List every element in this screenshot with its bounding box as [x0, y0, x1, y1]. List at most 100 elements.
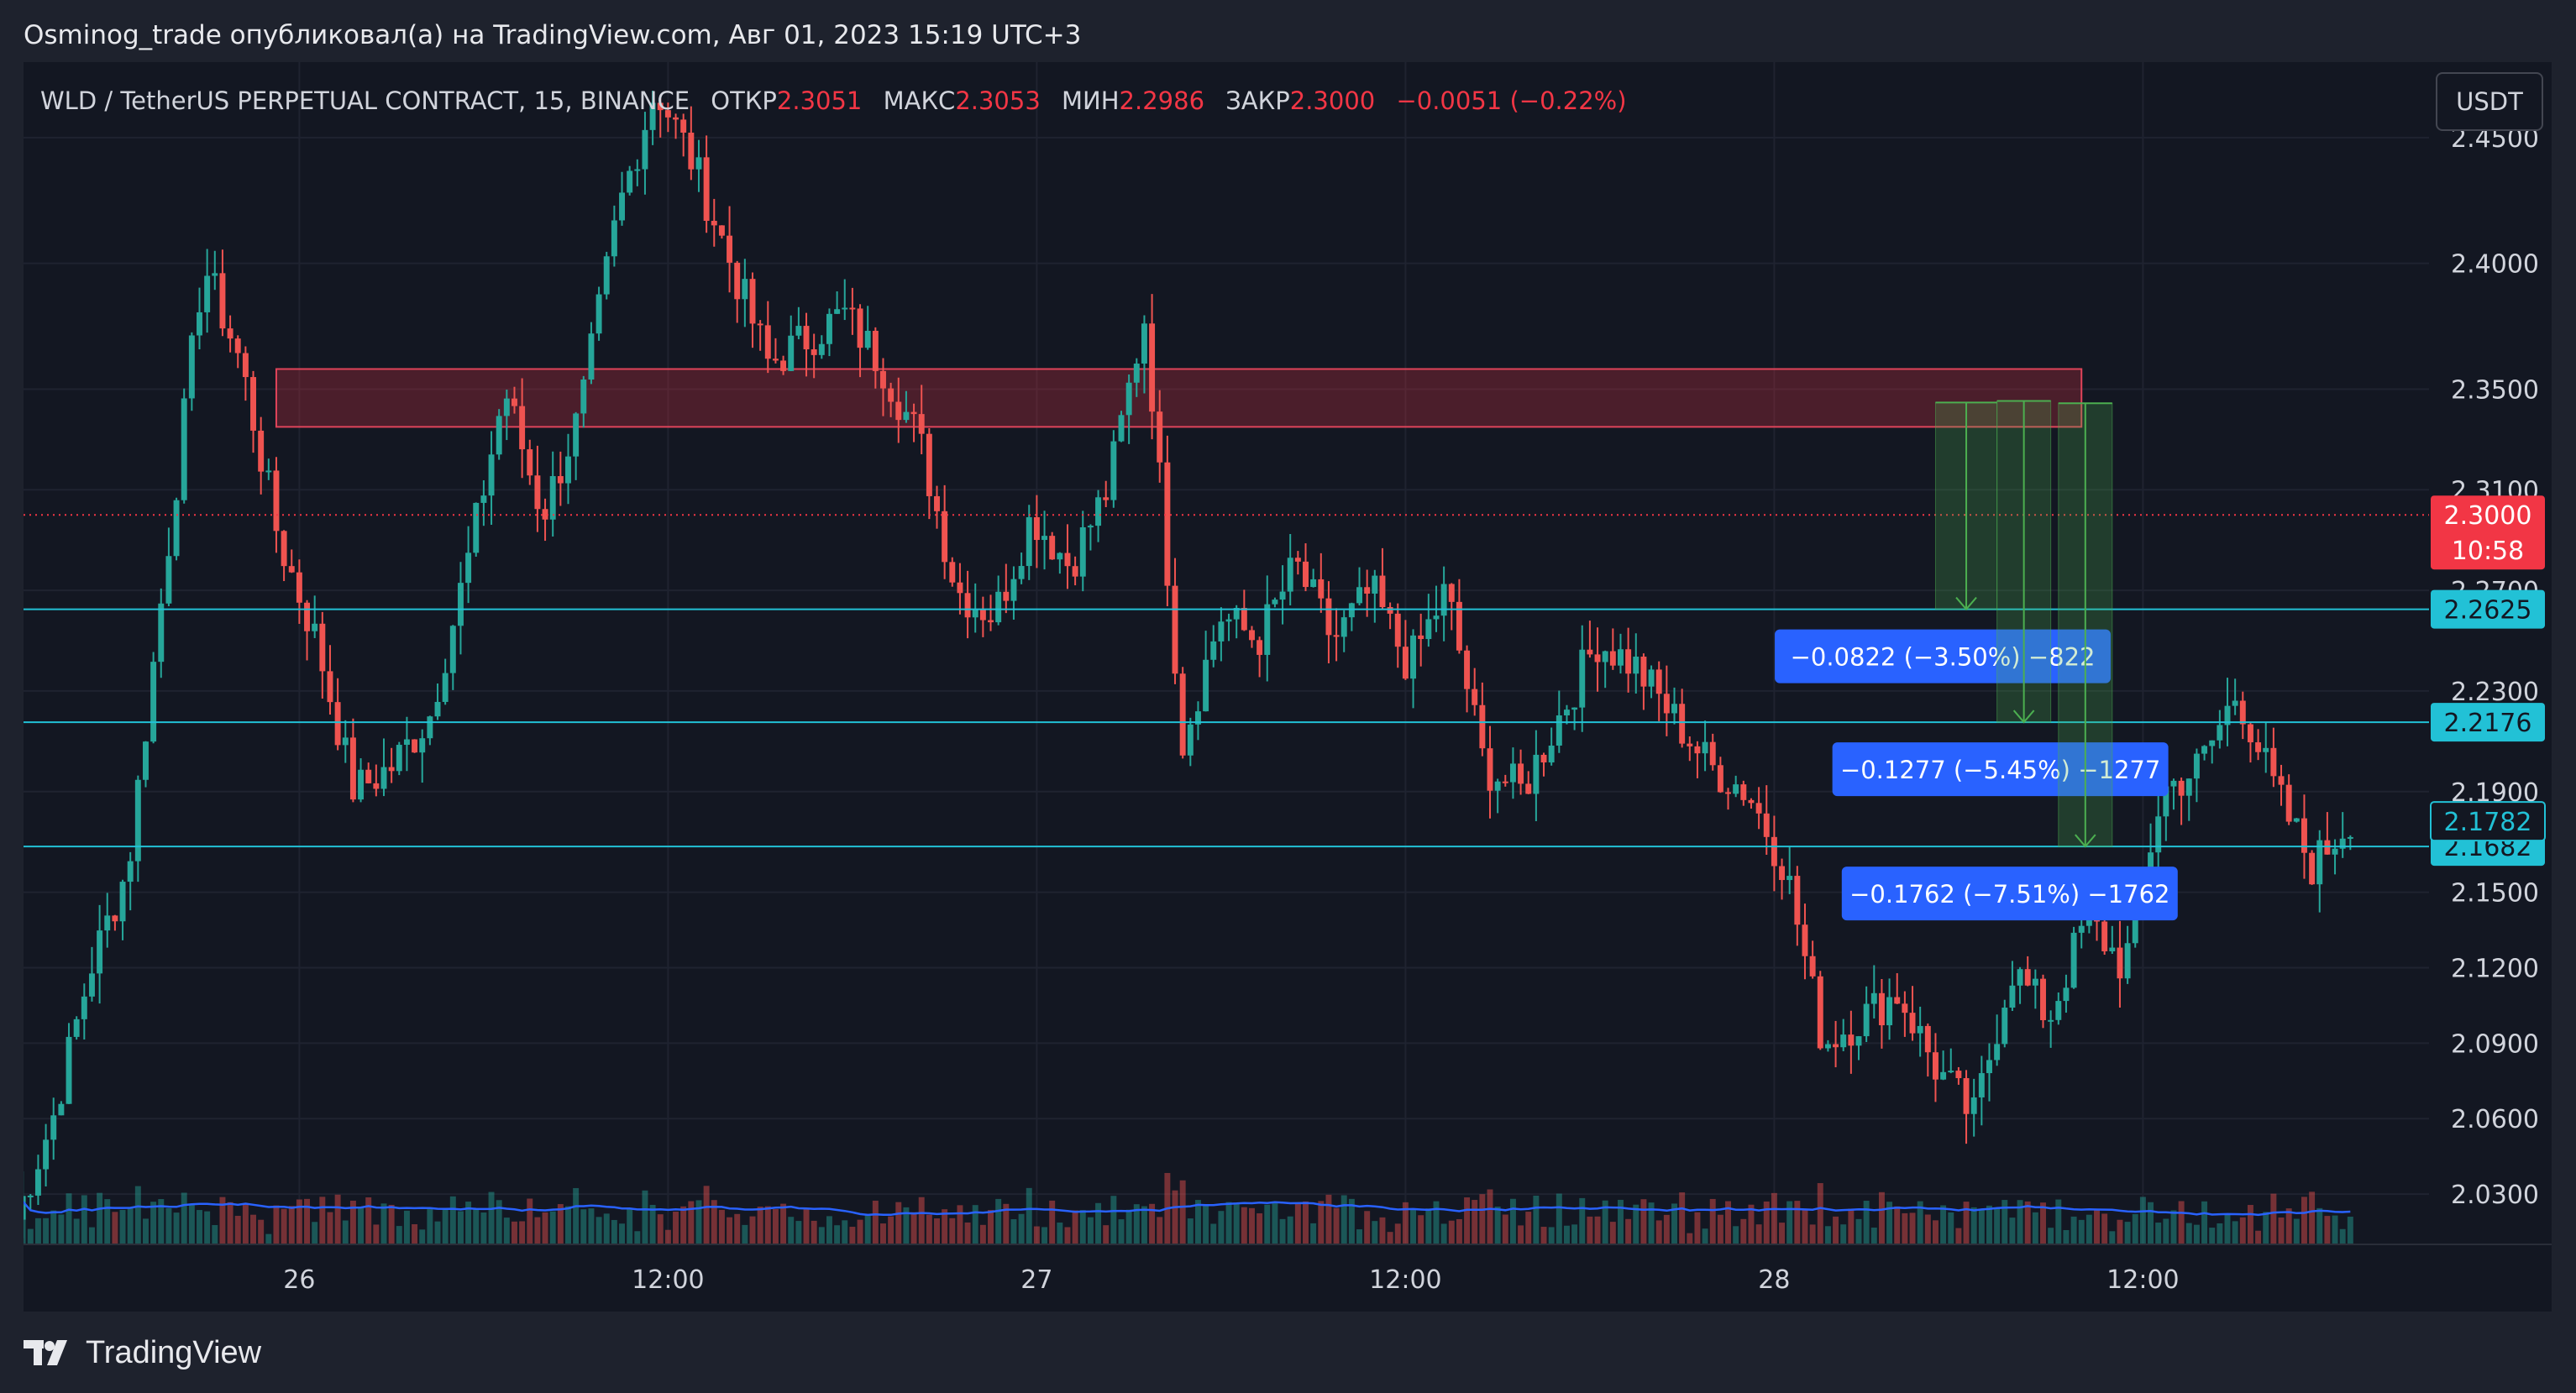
volume-bar	[1110, 1196, 1117, 1244]
volume-bar	[1340, 1195, 1347, 1244]
volume-bar	[250, 1214, 256, 1244]
measure-arrowhead	[2012, 710, 2035, 724]
candle-body	[2101, 921, 2108, 951]
volume-bar	[373, 1224, 380, 1244]
candle-body	[1955, 1071, 1962, 1079]
volume-bar	[1986, 1205, 1992, 1244]
volume-bar	[2247, 1205, 2253, 1244]
measure-label-bg	[1832, 742, 2169, 797]
high-label: МАКС	[883, 86, 956, 115]
volume-bar	[442, 1208, 449, 1244]
volume-bar	[1095, 1202, 1102, 1244]
candle-body	[281, 531, 287, 567]
volume-bar	[503, 1218, 510, 1244]
volume-bar	[219, 1197, 226, 1244]
volume-bar	[1064, 1227, 1071, 1244]
candle-body	[1279, 591, 1286, 600]
candle-body	[473, 502, 480, 553]
volume-bar	[1072, 1210, 1078, 1244]
candle-body	[1294, 558, 1301, 562]
candle-body	[1425, 619, 1432, 640]
volume-bar	[2024, 1201, 2031, 1244]
tradingview-logo[interactable]: TradingView	[24, 1331, 261, 1375]
volume-bar	[2148, 1202, 2154, 1244]
last-price-badge-countdown: 10:58	[2452, 537, 2524, 566]
symbol-label[interactable]: WLD / TetherUS PERPETUAL CONTRACT, 15, B…	[40, 86, 690, 115]
volume-bar	[1079, 1210, 1086, 1244]
volume-bar	[595, 1217, 602, 1244]
currency-button[interactable]: USDT	[2436, 72, 2543, 131]
volume-bar	[1663, 1214, 1670, 1244]
candle-body	[1440, 584, 1447, 616]
candle-body	[197, 312, 202, 336]
x-tick-label: 12:00	[1369, 1265, 1441, 1295]
candle-body	[403, 739, 410, 746]
volume-bar	[534, 1217, 541, 1244]
chart-panel[interactable]: −0.0822 (−3.50%) −822 −0.1277 (−5.45%) −1…	[24, 62, 2552, 1312]
volume-bar	[1870, 1228, 1877, 1244]
candle-body	[611, 220, 617, 257]
candle-body	[588, 333, 595, 380]
price-chart[interactable]: −0.0822 (−3.50%) −822 −0.1277 (−5.45%) −1…	[24, 62, 2552, 1312]
candle-body	[995, 591, 1002, 623]
volume-bar	[1924, 1214, 1931, 1244]
volume-bar	[673, 1212, 679, 1244]
volume-bar	[273, 1205, 280, 1244]
volume-bar	[258, 1219, 265, 1244]
volume-bar	[634, 1231, 641, 1244]
candle-body	[1033, 517, 1040, 541]
volume-bar	[27, 1228, 34, 1244]
volume-bar	[2002, 1200, 2008, 1244]
candle-body	[1824, 1044, 1831, 1049]
candle-body	[2309, 852, 2316, 885]
volume-bar	[312, 1222, 318, 1244]
candle-body	[1702, 741, 1708, 754]
volume-bar	[496, 1200, 502, 1244]
volume-bar	[780, 1203, 787, 1244]
candle-body	[104, 915, 111, 931]
volume-bar	[1194, 1200, 1201, 1244]
candle-body	[818, 343, 825, 355]
volume-bar	[880, 1223, 886, 1244]
candle-body	[2217, 725, 2223, 741]
candle-body	[1748, 799, 1755, 804]
candle-body	[1172, 585, 1178, 674]
volume-bar	[1748, 1204, 1755, 1244]
candle-body	[1609, 651, 1616, 666]
volume-bar	[2163, 1218, 2169, 1244]
volume-bar	[1755, 1224, 1762, 1244]
candle-body	[1133, 363, 1140, 383]
candle-body	[1125, 382, 1132, 416]
candle-body	[1548, 745, 1555, 763]
candle-body	[1194, 711, 1201, 725]
volume-bar	[1494, 1206, 1501, 1244]
volume-bar	[2109, 1231, 2116, 1244]
volume-bar	[549, 1211, 556, 1244]
candle-body	[1840, 1034, 1847, 1048]
candle-body	[1579, 649, 1586, 708]
candle-body	[1648, 669, 1655, 687]
volume-bar	[1272, 1202, 1278, 1244]
candle-body	[1963, 1078, 1970, 1114]
candle-body	[1203, 659, 1209, 712]
candle-body	[1994, 1044, 2001, 1060]
candle-body	[427, 716, 433, 739]
volume-bar	[2209, 1228, 2216, 1244]
volume-bar	[104, 1199, 111, 1244]
volume-bar	[2009, 1218, 2016, 1244]
candle-body	[296, 572, 302, 603]
candle-body	[1356, 587, 1362, 604]
volume-bar	[734, 1213, 741, 1244]
volume-bar	[657, 1214, 664, 1244]
candle-body	[212, 273, 218, 276]
volume-bar	[2055, 1199, 2062, 1244]
candle-body	[1479, 704, 1486, 749]
volume-bar	[1233, 1202, 1240, 1244]
candle-body	[1210, 641, 1217, 660]
candle-body	[2316, 840, 2323, 885]
volume-bar	[849, 1227, 856, 1244]
volume-bar	[1026, 1187, 1032, 1244]
candle-body	[2324, 840, 2331, 855]
candle-body	[1855, 1036, 1862, 1046]
candle-body	[2247, 724, 2253, 743]
